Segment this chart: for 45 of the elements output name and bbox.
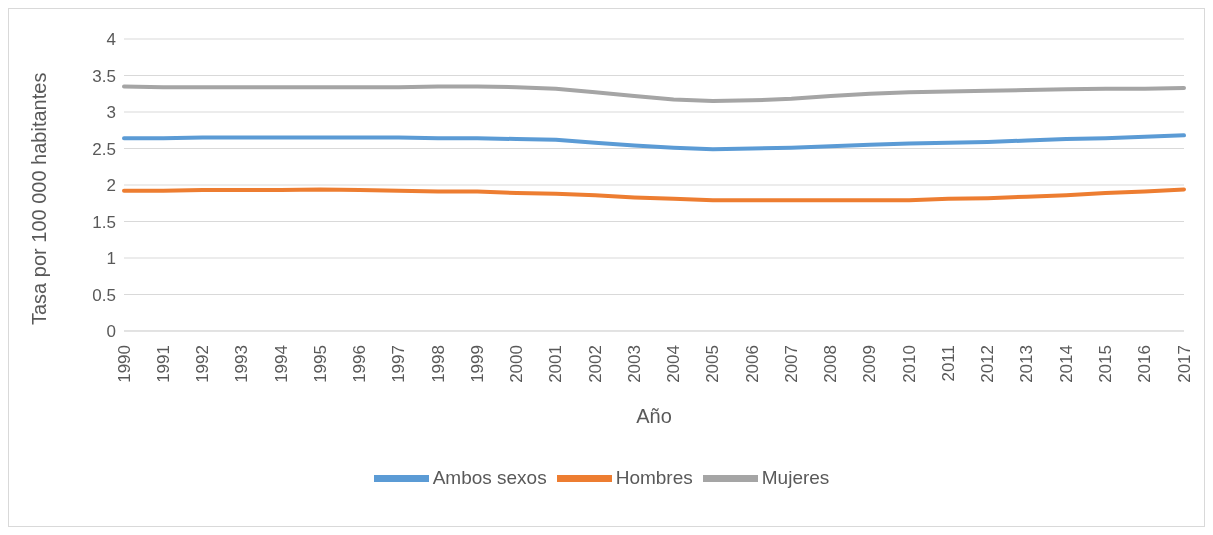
- x-tick-label: 1998: [428, 345, 448, 383]
- x-tick-label: 2013: [1017, 345, 1037, 383]
- x-tick-label: 2010: [899, 345, 919, 383]
- legend-label: Hombres: [615, 466, 693, 488]
- x-tick-label: 1992: [193, 345, 213, 383]
- y-axis-title: Tasa por 100 000 habitantes: [28, 72, 51, 325]
- x-tick-label: 2008: [821, 345, 841, 383]
- line-series: [122, 133, 1186, 152]
- y-tick-label: 1.5: [92, 212, 116, 232]
- x-tick-label: 1997: [389, 345, 409, 383]
- x-tick-label: 2016: [1135, 345, 1155, 383]
- x-tick-label: 2002: [585, 345, 605, 383]
- line-series: [122, 84, 1186, 104]
- y-tick-label: 2: [106, 176, 116, 196]
- x-tick-label: 1999: [467, 345, 487, 383]
- line-series: [122, 187, 1186, 203]
- y-tick-label: 3.5: [92, 66, 116, 86]
- x-tick-label: 2003: [624, 345, 644, 383]
- x-tick-label: 2012: [978, 345, 998, 383]
- x-tick-label: 2007: [781, 345, 801, 383]
- y-tick-label: 4: [106, 30, 116, 50]
- y-tick-label: 0: [106, 322, 116, 342]
- y-tick-label: 2.5: [92, 139, 116, 159]
- x-tick-label: 2006: [742, 345, 762, 383]
- y-tick-label: 3: [106, 103, 116, 123]
- legend-label: Mujeres: [761, 466, 830, 488]
- x-tick-label: 1991: [153, 345, 173, 383]
- legend-label: Ambos sexos: [432, 466, 547, 488]
- x-axis-title: Año: [636, 405, 672, 427]
- x-tick-label: 2015: [1095, 345, 1115, 383]
- x-tick-label: 2017: [1174, 345, 1194, 383]
- x-tick-label: 2004: [664, 345, 684, 383]
- x-tick-label: 1990: [114, 345, 134, 383]
- x-tick-label: 2001: [546, 345, 566, 383]
- x-tick-label: 2005: [703, 345, 723, 383]
- x-tick-label: 1996: [350, 345, 370, 383]
- x-tick-label: 1994: [271, 345, 291, 383]
- x-tick-label: 1995: [310, 345, 330, 383]
- y-tick-label: 0.5: [92, 285, 116, 305]
- x-tick-label: 2011: [938, 345, 958, 382]
- x-tick-label: 2000: [507, 345, 527, 383]
- x-tick-label: 2014: [1056, 345, 1076, 383]
- x-tick-label: 1993: [232, 345, 252, 383]
- x-tick-label: 2009: [860, 345, 880, 383]
- y-tick-label: 1: [106, 249, 116, 269]
